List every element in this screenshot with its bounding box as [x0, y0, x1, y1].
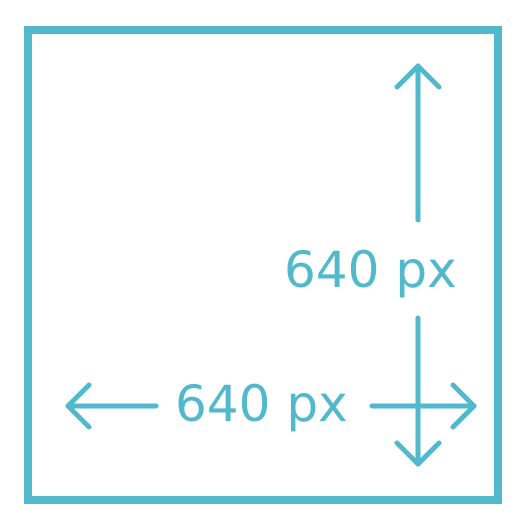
vertical-dimension-arrow [394, 63, 442, 467]
frame-border [24, 26, 502, 504]
height-label: 640 px [284, 241, 457, 299]
horizontal-dimension-arrow [65, 382, 477, 430]
arrow-left-icon [65, 382, 92, 430]
width-label: 640 px [175, 375, 348, 433]
arrow-up-icon [394, 63, 442, 90]
arrow-right-icon [450, 382, 477, 430]
arrow-down-icon [394, 440, 442, 467]
